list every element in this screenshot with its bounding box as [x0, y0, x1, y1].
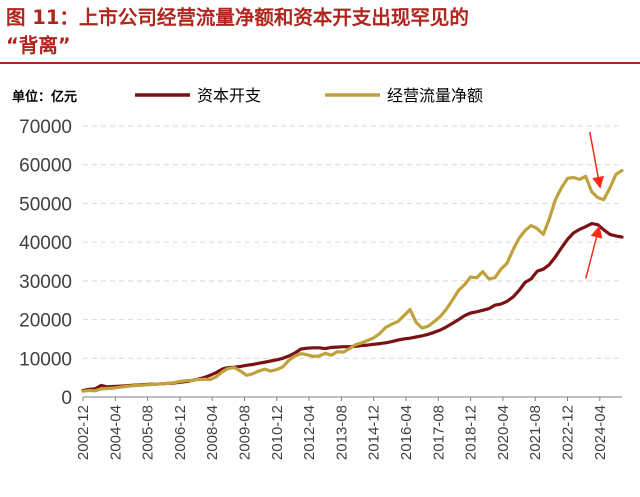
- x-tick-label: 2004-04: [107, 405, 124, 460]
- title-divider: [0, 62, 640, 64]
- legend-label: 经营流量净额: [387, 86, 483, 105]
- y-tick-label: 10000: [19, 349, 72, 370]
- x-tick-label: 2009-08: [236, 405, 253, 460]
- x-tick-label: 2012-04: [301, 405, 318, 460]
- y-tick-label: 30000: [19, 272, 72, 293]
- x-tick-label: 2021-08: [527, 405, 544, 460]
- x-tick-label: 2008-04: [204, 405, 221, 460]
- x-tick-label: 2018-12: [463, 405, 480, 460]
- y-tick-label: 50000: [19, 194, 72, 215]
- chart-title: 图 11：上市公司经营流量净额和资本开支出现罕见的 “背离”: [6, 4, 636, 60]
- x-tick-label: 2016-04: [398, 405, 415, 460]
- annotation-arrow-ocf: [589, 131, 605, 189]
- unit-label: 单位：亿元: [12, 89, 77, 105]
- x-tick-label: 2005-08: [140, 405, 157, 460]
- y-tick-label: 60000: [19, 156, 72, 177]
- x-tick-label: 2017-08: [430, 405, 447, 460]
- series-line-operating-cash-flow: [81, 168, 624, 393]
- x-tick-label: 2002-12: [75, 405, 92, 460]
- x-tick-label: 2010-12: [269, 405, 286, 460]
- x-tick-label: 2006-12: [172, 405, 189, 460]
- x-tick-label: 2022-12: [559, 405, 576, 460]
- annotation-arrow-capex: [585, 225, 603, 279]
- y-tick-label: 70000: [19, 117, 72, 138]
- y-tick-label: 40000: [19, 233, 72, 254]
- y-tick-label: 0: [61, 388, 72, 409]
- series-line-capex: [81, 222, 624, 392]
- x-tick-label: 2020-04: [495, 405, 512, 460]
- x-tick-label: 2014-12: [366, 405, 383, 460]
- y-tick-label: 20000: [19, 311, 72, 332]
- chart-title-line1: 图 11：上市公司经营流量净额和资本开支出现罕见的: [6, 6, 469, 29]
- chart-title-line2: “背离”: [6, 34, 71, 57]
- x-tick-label: 2013-08: [333, 405, 350, 460]
- legend-label: 资本开支: [197, 86, 261, 105]
- x-tick-label: 2024-04: [592, 405, 609, 460]
